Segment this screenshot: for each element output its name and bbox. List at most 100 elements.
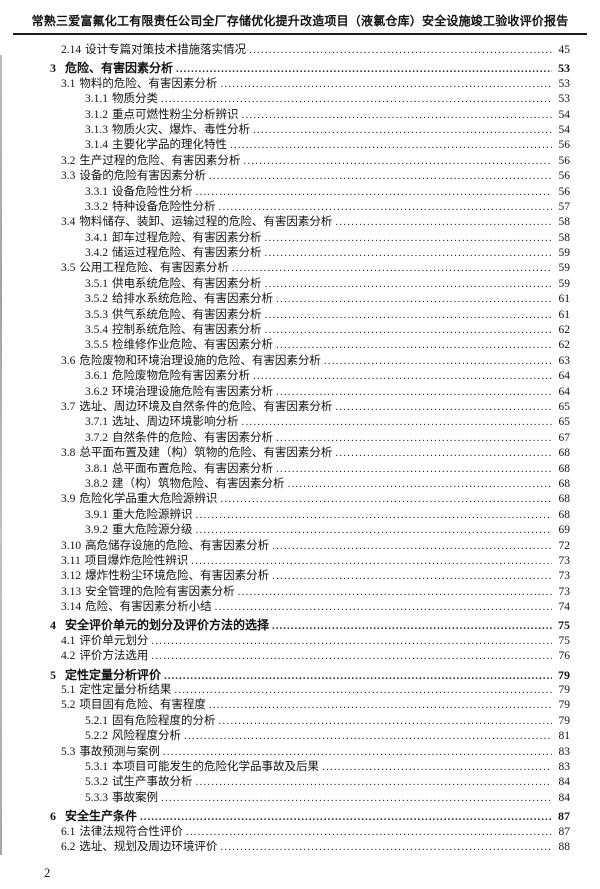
toc-entry-number: 3.5.3 xyxy=(85,308,108,321)
leader-dots: ........................................… xyxy=(272,620,552,633)
toc-entry-number: 3.9.2 xyxy=(85,524,108,537)
leader-dots: ........................................… xyxy=(162,745,552,758)
toc-entry-number: 3.11 xyxy=(61,554,81,567)
toc-entry: 3.1.1 物质分类...............................… xyxy=(50,92,570,107)
toc-entry-title: 高危储存设施的危险、有害因素分析 xyxy=(85,539,270,552)
toc-entry: 4.1 评价单元划分...............................… xyxy=(50,634,570,649)
toc-entry-title: 危险、有害因素分析小结 xyxy=(85,601,212,614)
toc-entry-number: 3.7.1 xyxy=(85,416,108,429)
toc-entry-title: 安全生产条件 xyxy=(65,809,138,824)
running-header-text: 常熟三爱富氟化工有限责任公司全厂存储优化提升改造项目（液氯仓库）安全设施竣工验收… xyxy=(31,14,569,28)
toc-entry-number: 5.3.3 xyxy=(85,791,108,804)
toc-entry-page: 72 xyxy=(558,539,571,552)
toc-entry-page: 73 xyxy=(558,554,571,567)
toc-entry-title: 项目爆炸危险性辨识 xyxy=(84,554,189,567)
toc-entry-title: 自然条件的危险、有害因素分析 xyxy=(112,431,273,444)
toc-entry-title: 危险、有害因素分析 xyxy=(65,61,174,76)
toc-entry-page: 65 xyxy=(558,400,571,413)
toc-entry-number: 4.1 xyxy=(61,634,76,647)
toc-entry-page: 63 xyxy=(558,354,571,367)
toc-entry-title: 评价单元划分 xyxy=(79,634,149,647)
toc-entry-number: 6.2 xyxy=(61,840,76,853)
toc-entry-page: 62 xyxy=(558,339,571,352)
toc-entry-page: 68 xyxy=(558,477,571,490)
leader-dots: ........................................… xyxy=(151,650,552,663)
toc-entry: 3.5.5 检维修作业危险、有害因素分析.....................… xyxy=(50,338,570,353)
toc-entry-number: 3.6 xyxy=(61,354,76,367)
toc-entry: 3.4 物料储存、装卸、运输过程的危险、有害因素分析...............… xyxy=(50,215,570,230)
toc-entry-number: 3.1.4 xyxy=(85,139,108,152)
toc-entry-title: 生产过程的危险、有害因素分析 xyxy=(79,154,241,167)
toc-entry-page: 84 xyxy=(558,791,571,804)
toc-entry-page: 56 xyxy=(558,139,571,152)
toc-entry: 3.1 物料的危险、有害因素分析.........................… xyxy=(50,77,570,92)
toc-entry-page: 84 xyxy=(558,776,571,789)
leader-dots: ........................................… xyxy=(276,431,552,444)
toc-entry: 3.6.2 环境治理设施危险有害因素分析.....................… xyxy=(50,385,570,400)
toc-entry-number: 3.4.2 xyxy=(85,247,108,260)
toc-entry-number: 3.4.1 xyxy=(85,231,108,244)
toc-entry-number: 3.1.2 xyxy=(85,108,108,121)
leader-dots: ........................................… xyxy=(195,185,553,198)
toc-entry-page: 58 xyxy=(558,216,571,229)
toc-entry-number: 5.3.2 xyxy=(85,776,108,789)
toc-entry: 6.2 选址、规划及周边环境评价.........................… xyxy=(50,840,570,855)
toc-entry: 3.5.4 控制系统危险、有害因素分析......................… xyxy=(50,323,570,338)
toc-entry: 3.9.1 重大危险源辨识............................… xyxy=(50,508,570,523)
toc-entry-number: 3.8 xyxy=(61,447,76,460)
leader-dots: ........................................… xyxy=(272,539,552,552)
toc-entry-number: 3.1 xyxy=(61,77,76,90)
toc-entry-title: 公用工程危险、有害因素分析 xyxy=(79,262,229,275)
toc-entry-title: 本项目可能发生的危险化学品事故及后果 xyxy=(112,760,319,773)
toc-entry-title: 主要化学品的理化特性 xyxy=(112,139,227,152)
toc-entry-number: 3.7 xyxy=(61,400,76,413)
toc-entry-number: 3.8.1 xyxy=(85,462,108,475)
toc-entry-page: 45 xyxy=(558,44,571,56)
toc-entry-number: 5.3.1 xyxy=(85,760,108,773)
toc-entry: 3.5 公用工程危险、有害因素分析........................… xyxy=(50,261,570,276)
toc-entry-page: 53 xyxy=(558,77,571,90)
toc-entry: 3.9.2 重大危险源分级............................… xyxy=(50,523,570,538)
leader-dots: ........................................… xyxy=(174,684,552,697)
toc-entry-title: 法律法规符合性评价 xyxy=(79,825,183,838)
toc-entry-title: 设备危险性分析 xyxy=(112,185,193,198)
leader-dots: ........................................… xyxy=(276,293,552,306)
toc-entry-title: 事故案例 xyxy=(112,791,158,804)
leader-dots: ........................................… xyxy=(264,308,553,321)
leader-dots: ........................................… xyxy=(272,570,552,583)
scan-edge-artifact xyxy=(0,55,2,855)
toc-entry-title: 重大危险源辨识 xyxy=(112,508,193,521)
toc-entry-title: 总平面布置及建（构）筑物的危险、有害因素分析 xyxy=(79,447,333,460)
toc-entry-page: 75 xyxy=(558,634,571,647)
toc-entry-number: 3.4 xyxy=(61,216,76,229)
toc-entry-page: 65 xyxy=(558,416,571,429)
leader-dots: ........................................… xyxy=(185,825,552,838)
running-header: 常熟三爱富氟化工有限责任公司全厂存储优化提升改造项目（液氯仓库）安全设施竣工验收… xyxy=(13,12,587,35)
toc-entry-title: 定性定量分析评价 xyxy=(65,667,162,682)
toc-entry-page: 73 xyxy=(558,570,571,583)
toc-entry-title: 选址、周边环境影响分析 xyxy=(112,416,239,429)
toc-entry-page: 69 xyxy=(558,524,571,537)
toc-entry-number: 5.2.2 xyxy=(85,730,108,743)
toc-entry-number: 3.5.1 xyxy=(85,277,108,290)
toc-entry-page: 56 xyxy=(558,170,571,183)
toc-entry: 2.14 设计专篇对策技术措施落实情况......................… xyxy=(50,43,570,58)
toc-entry-title: 危险废物危险有害因素分析 xyxy=(112,370,250,383)
toc-entry-page: 76 xyxy=(558,650,571,663)
toc-entry-number: 3.7.2 xyxy=(85,431,108,444)
toc-entry-title: 安全评价单元的划分及评价方法的选择 xyxy=(65,618,270,633)
toc-entry: 3.4.1 卸车过程危险、有害因素分析......................… xyxy=(50,231,570,246)
toc-entry-title: 卸车过程危险、有害因素分析 xyxy=(112,231,262,244)
toc-entry-title: 给排水系统危险、有害因素分析 xyxy=(112,293,273,306)
toc-entry-title: 选址、规划及周边环境评价 xyxy=(79,840,218,853)
toc-entry-title: 重大危险源分级 xyxy=(112,524,193,537)
leader-dots: ........................................… xyxy=(151,634,552,647)
toc-entry-title: 事故预测与案例 xyxy=(79,745,160,758)
toc-entry: 3.10 高危储存设施的危险、有害因素分析....................… xyxy=(50,539,570,554)
leader-dots: ........................................… xyxy=(214,601,552,614)
toc-entry: 3.14 危险、有害因素分析小结.........................… xyxy=(50,600,570,615)
leader-dots: ........................................… xyxy=(184,730,552,743)
toc-entry-number: 3.6.2 xyxy=(85,385,108,398)
leader-dots: ........................................… xyxy=(323,354,552,367)
